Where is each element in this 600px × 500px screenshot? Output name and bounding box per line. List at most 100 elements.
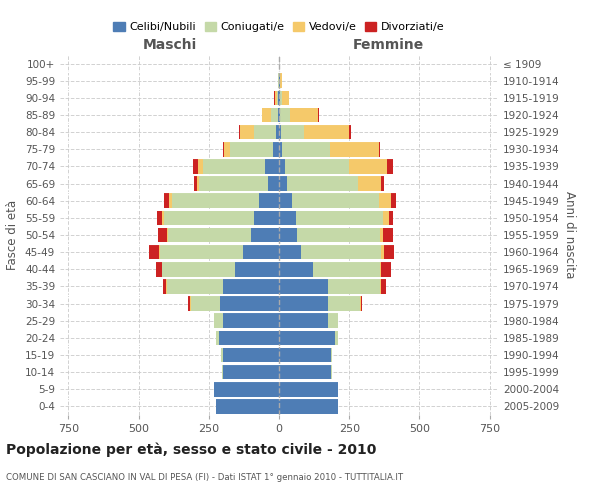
Bar <box>279 210 296 225</box>
Text: COMUNE DI SAN CASCIANO IN VAL DI PESA (FI) - Dati ISTAT 1° gennaio 2010 - TUTTIT: COMUNE DI SAN CASCIANO IN VAL DI PESA (F… <box>6 472 403 482</box>
Bar <box>259 194 279 208</box>
Bar <box>188 296 190 311</box>
Bar <box>301 245 382 260</box>
Bar <box>254 125 276 140</box>
Bar <box>297 228 380 242</box>
Bar <box>279 194 292 208</box>
Bar <box>313 262 380 276</box>
Bar <box>279 296 328 311</box>
Bar <box>387 159 393 174</box>
Bar <box>335 330 338 345</box>
Bar <box>254 210 279 225</box>
Bar <box>203 159 265 174</box>
Bar <box>349 125 351 140</box>
Bar <box>279 228 297 242</box>
Bar <box>279 125 281 140</box>
Bar <box>358 176 382 191</box>
Bar <box>224 142 230 156</box>
Bar <box>218 330 279 345</box>
Bar <box>383 228 393 242</box>
Bar <box>389 210 393 225</box>
Bar <box>282 90 289 105</box>
Bar <box>235 262 279 276</box>
Bar <box>280 74 281 88</box>
Bar <box>279 348 331 362</box>
Bar <box>331 348 332 362</box>
Bar <box>214 314 223 328</box>
Bar <box>384 245 394 260</box>
Bar <box>279 365 331 380</box>
Bar <box>382 262 391 276</box>
Bar <box>163 262 235 276</box>
Bar <box>279 399 338 413</box>
Bar <box>265 159 279 174</box>
Bar <box>304 125 349 140</box>
Bar <box>221 348 223 362</box>
Bar <box>214 382 279 396</box>
Bar <box>216 330 218 345</box>
Bar <box>380 279 386 293</box>
Bar <box>157 262 162 276</box>
Bar <box>279 330 335 345</box>
Bar <box>223 142 224 156</box>
Bar <box>349 159 387 174</box>
Bar <box>220 296 279 311</box>
Bar <box>292 194 379 208</box>
Text: Femmine: Femmine <box>353 38 424 52</box>
Bar <box>379 194 391 208</box>
Bar <box>279 159 284 174</box>
Bar <box>268 176 279 191</box>
Bar <box>380 228 383 242</box>
Bar <box>383 210 389 225</box>
Bar <box>328 296 361 311</box>
Bar <box>199 176 268 191</box>
Bar <box>382 245 384 260</box>
Bar <box>167 228 168 242</box>
Bar <box>379 142 380 156</box>
Bar <box>159 245 160 260</box>
Bar <box>164 194 169 208</box>
Bar <box>279 314 328 328</box>
Bar <box>284 159 349 174</box>
Bar <box>149 245 159 260</box>
Bar <box>278 108 279 122</box>
Bar <box>391 194 397 208</box>
Bar <box>279 262 313 276</box>
Bar <box>380 262 382 276</box>
Bar <box>216 399 279 413</box>
Bar <box>279 142 282 156</box>
Bar <box>223 314 279 328</box>
Bar <box>279 176 287 191</box>
Bar <box>329 142 379 156</box>
Bar <box>296 210 383 225</box>
Bar <box>239 125 254 140</box>
Legend: Celibi/Nubili, Coniugati/e, Vedovi/e, Divorziati/e: Celibi/Nubili, Coniugati/e, Vedovi/e, Di… <box>109 18 449 36</box>
Bar <box>262 108 271 122</box>
Bar <box>223 279 279 293</box>
Bar <box>191 296 220 311</box>
Bar <box>271 108 278 122</box>
Bar <box>163 279 166 293</box>
Bar <box>160 245 242 260</box>
Bar <box>287 176 358 191</box>
Bar <box>280 90 282 105</box>
Bar <box>223 348 279 362</box>
Text: Maschi: Maschi <box>142 38 197 52</box>
Bar <box>279 279 328 293</box>
Bar <box>382 176 384 191</box>
Bar <box>277 90 278 105</box>
Bar <box>328 279 380 293</box>
Bar <box>280 108 290 122</box>
Bar <box>279 245 301 260</box>
Bar <box>158 228 167 242</box>
Bar <box>281 125 304 140</box>
Bar <box>275 90 277 105</box>
Bar <box>361 296 362 311</box>
Bar <box>279 108 280 122</box>
Bar <box>274 142 279 156</box>
Bar <box>164 210 254 225</box>
Bar <box>197 159 203 174</box>
Bar <box>276 125 279 140</box>
Bar <box>172 194 259 208</box>
Bar <box>168 228 251 242</box>
